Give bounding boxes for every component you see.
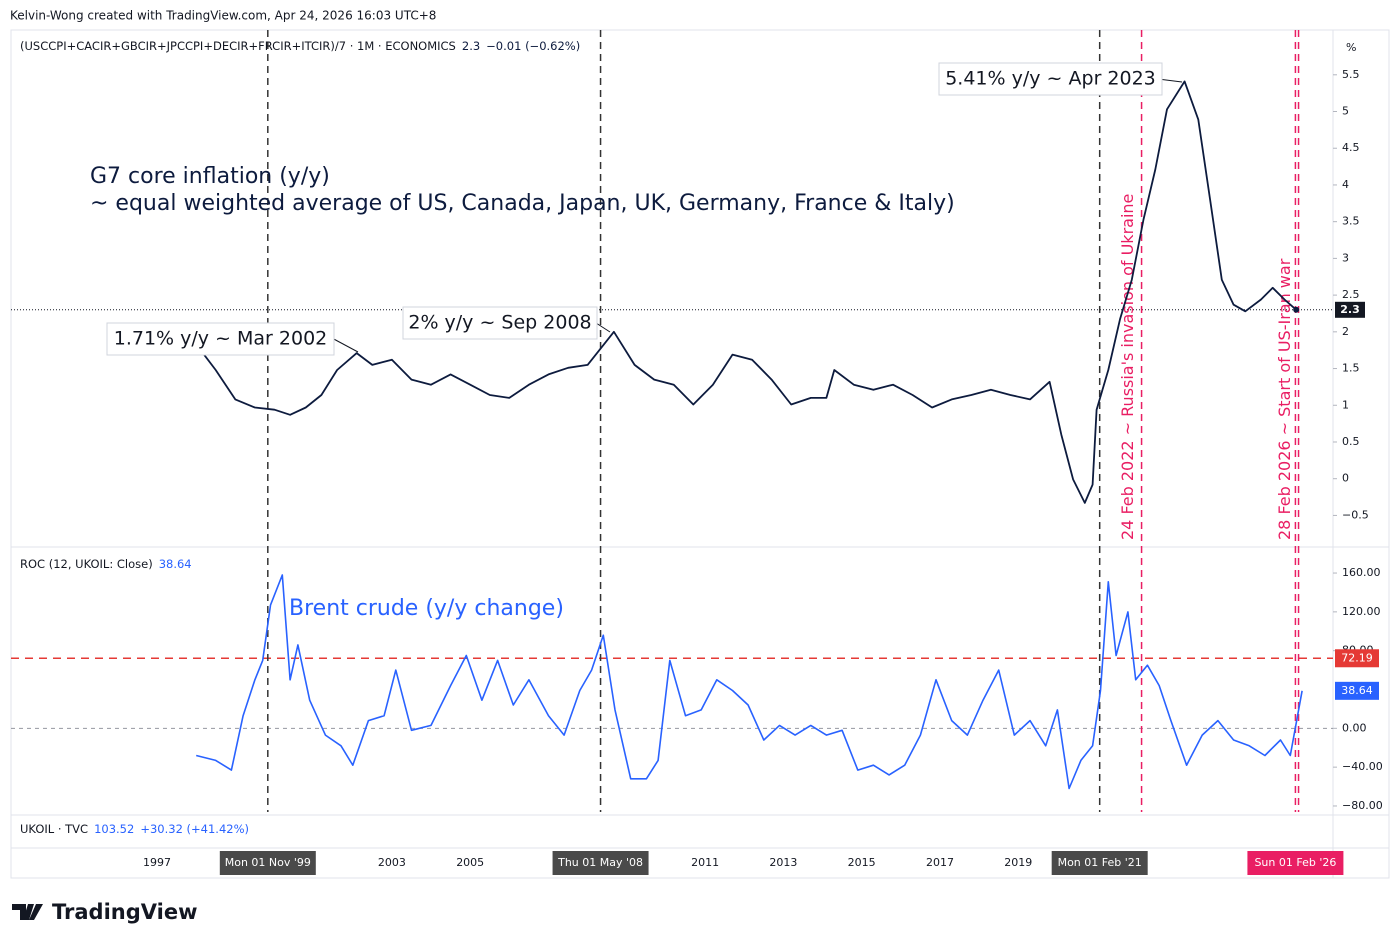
y-tick-label: 160.00 xyxy=(1342,566,1381,579)
y-tick-label: 2.5 xyxy=(1342,288,1360,301)
last-point xyxy=(1293,306,1300,313)
crosshair-label-box xyxy=(1247,851,1344,875)
crosshair-label: Thu 01 May '08 xyxy=(557,856,643,869)
y-tick-label: 3.5 xyxy=(1342,215,1360,228)
y-tick-label: 1 xyxy=(1342,398,1349,411)
event-label: 24 Feb 2022 ~ Russia's invasion of Ukrai… xyxy=(1118,194,1137,540)
y-tick-label: 5 xyxy=(1342,105,1349,118)
data-line xyxy=(160,80,1297,504)
header-part: (USCCPI+CACIR+GBCIR+JPCCPI+DECIR+FRCIR+I… xyxy=(20,39,456,53)
crosshair-label-box xyxy=(552,851,649,875)
y-tick-label: 0.00 xyxy=(1342,721,1367,734)
x-tick-label: 2003 xyxy=(378,856,406,869)
header-part: ROC (12, UKOIL: Close) xyxy=(20,557,153,571)
y-tick-label: 5.5 xyxy=(1342,68,1360,81)
header-part: +30.32 (+41.42%) xyxy=(140,822,249,836)
header-part: 2.3 xyxy=(462,39,480,53)
y-tick-label: 1.5 xyxy=(1342,362,1360,375)
annotation-box xyxy=(402,306,598,340)
annotation-box xyxy=(938,62,1163,96)
level-label-box xyxy=(1335,649,1379,668)
header-part: −0.01 (−0.62%) xyxy=(486,39,580,53)
x-tick-label: 2015 xyxy=(848,856,876,869)
annotation: 1.71% y/y ~ Mar 2002 xyxy=(114,328,328,350)
x-tick-label: 2005 xyxy=(456,856,484,869)
y-tick-label: 0.5 xyxy=(1342,435,1360,448)
last-value-label: 38.64 xyxy=(1341,684,1373,697)
header-part: 103.52 xyxy=(94,822,134,836)
brand-logo: TradingView xyxy=(12,900,197,924)
annotation: 2% y/y ~ Sep 2008 xyxy=(408,312,591,334)
x-tick-label: 2019 xyxy=(1004,856,1032,869)
x-tick-label: 1997 xyxy=(143,856,171,869)
crosshair-label-box xyxy=(219,851,316,875)
data-line xyxy=(196,574,1303,790)
frame xyxy=(10,29,1390,879)
event-label: 28 Feb 2026 ~ Start of US-Iran war xyxy=(1275,258,1294,540)
level-label: 72.19 xyxy=(1341,651,1373,664)
chart-title: Brent crude (y/y change) xyxy=(289,596,564,621)
crosshair-label: Mon 01 Feb '21 xyxy=(1058,856,1142,869)
y-tick-label: 2 xyxy=(1342,325,1349,338)
last-value-label: 2.3 xyxy=(1340,303,1360,316)
chart-title: G7 core inflation (y/y) xyxy=(90,164,330,189)
crosshair-label: Sun 01 Feb '26 xyxy=(1254,856,1336,869)
watermark: Kelvin-Wong created with TradingView.com… xyxy=(10,9,436,23)
pane-header: UKOIL · TVC 103.52 +30.32 (+41.42%) xyxy=(20,822,249,836)
crosshair-label-box xyxy=(1051,851,1148,875)
annotation-box xyxy=(106,322,335,356)
pane-header: (USCCPI+CACIR+GBCIR+JPCCPI+DECIR+FRCIR+I… xyxy=(20,39,580,53)
y-tick-label: 4.5 xyxy=(1342,141,1360,154)
annotation-pointer xyxy=(329,336,359,353)
pane-header: ROC (12, UKOIL: Close) 38.64 xyxy=(20,557,192,571)
unit-label: % xyxy=(1346,41,1356,54)
crosshair-label: Mon 01 Nov '99 xyxy=(225,856,311,869)
chart-subtitle: ~ equal weighted average of US, Canada, … xyxy=(90,191,955,216)
annotation: 5.41% y/y ~ Apr 2023 xyxy=(945,68,1156,90)
brand: TradingView xyxy=(52,900,197,924)
y-tick-label: −40.00 xyxy=(1342,760,1383,773)
y-tick-label: 120.00 xyxy=(1342,605,1381,618)
x-tick-label: 2013 xyxy=(769,856,797,869)
header-part: UKOIL · TVC xyxy=(20,822,88,836)
y-tick-label: 4 xyxy=(1342,178,1349,191)
last-value-box xyxy=(1335,681,1379,700)
y-tick-label: −0.5 xyxy=(1342,508,1369,521)
y-tick-label: −80.00 xyxy=(1342,799,1383,812)
last-value-box xyxy=(1335,301,1365,318)
y-tick-label: 0 xyxy=(1342,472,1349,485)
x-tick-label: 2011 xyxy=(691,856,719,869)
x-tick-label: 2017 xyxy=(926,856,954,869)
header-part: 38.64 xyxy=(159,557,192,571)
y-tick-label: 3 xyxy=(1342,251,1349,264)
